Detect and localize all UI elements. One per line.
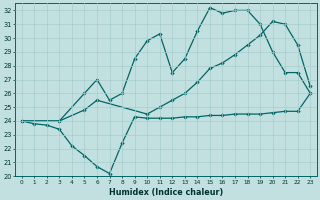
X-axis label: Humidex (Indice chaleur): Humidex (Indice chaleur)	[109, 188, 223, 197]
